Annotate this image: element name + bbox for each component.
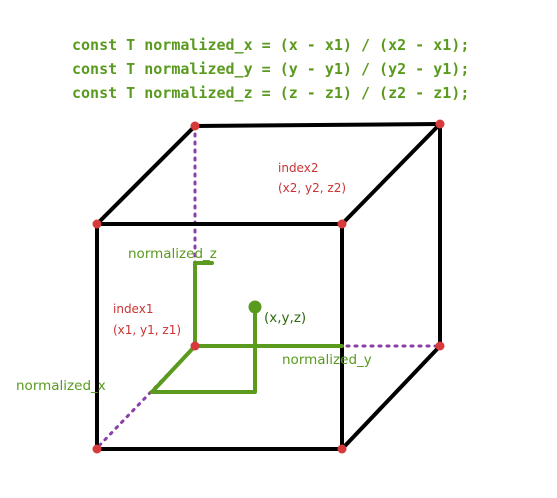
index1-label: index1	[113, 302, 153, 316]
front-face	[95, 222, 344, 451]
vertex-top-back-left	[190, 121, 200, 131]
vertex-top-front-right	[337, 219, 347, 229]
code-line-y: const T normalized_y = (y - y1) / (y2 - …	[72, 60, 469, 78]
vertex-bottom-front-left	[92, 444, 102, 454]
vertex-top-front-left	[92, 219, 102, 229]
normalized-y-label: normalized_y	[282, 352, 372, 368]
code-block: const T normalized_x = (x - x1) / (x2 - …	[72, 36, 469, 102]
index2-label: index2	[278, 161, 318, 175]
vertex-index1	[190, 341, 200, 351]
index2-coords: (x2, y2, z2)	[278, 181, 346, 195]
vertex-bottom-front-right	[337, 444, 347, 454]
index1-coords: (x1, y1, z1)	[113, 323, 181, 337]
cube-edges	[95, 122, 442, 451]
edge-top-right	[340, 122, 442, 226]
vertices	[92, 119, 445, 454]
point-marker	[248, 300, 262, 314]
code-line-x: const T normalized_x = (x - x1) / (x2 - …	[72, 36, 469, 54]
edge-top-back	[193, 122, 442, 128]
edge-bottom-right	[340, 344, 442, 451]
normalized-axes	[150, 261, 344, 394]
vertex-bottom-back-right	[435, 341, 445, 351]
labels: index2 (x2, y2, z2) index1 (x1, y1, z1) …	[16, 161, 372, 394]
normalized-z-label: normalized_z	[128, 246, 217, 262]
normalized-x-label: normalized_x	[16, 378, 106, 394]
edge-top-left	[95, 124, 197, 226]
point-label: (x,y,z)	[264, 310, 306, 326]
code-line-z: const T normalized_z = (z - z1) / (z2 - …	[72, 84, 469, 102]
normalized-x-axis	[150, 344, 197, 394]
point-path	[150, 305, 257, 394]
vertex-index2	[435, 119, 445, 129]
